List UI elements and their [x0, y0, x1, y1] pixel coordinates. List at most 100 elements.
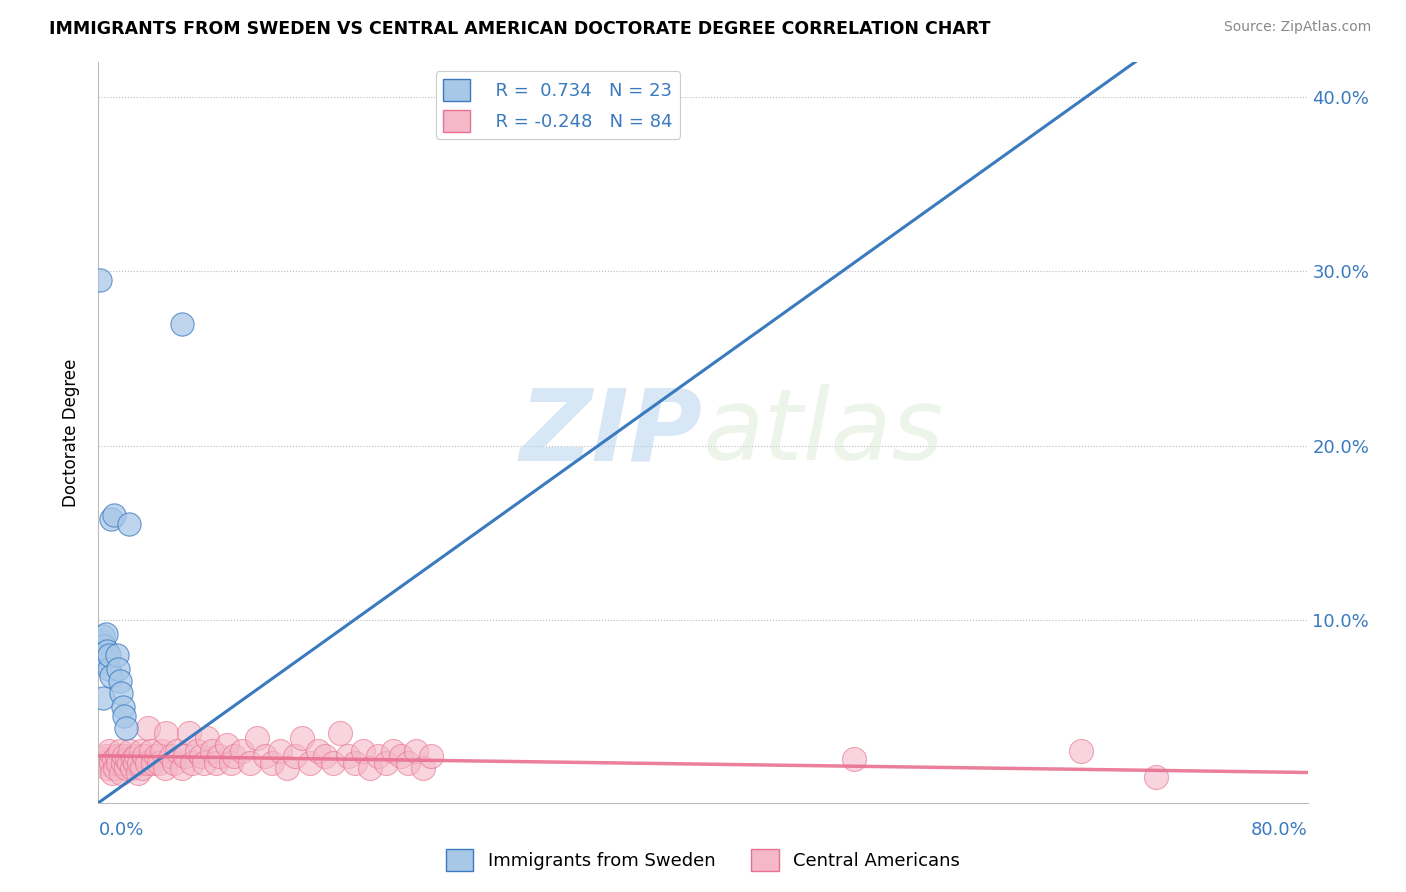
Point	[314, 748, 336, 763]
Point	[215, 739, 238, 753]
Point	[163, 756, 186, 770]
Point	[155, 726, 177, 740]
Point	[127, 766, 149, 780]
Text: IMMIGRANTS FROM SWEDEN VS CENTRAL AMERICAN DOCTORATE DEGREE CORRELATION CHART: IMMIGRANTS FROM SWEDEN VS CENTRAL AMERIC…	[49, 20, 991, 37]
Point	[246, 731, 269, 746]
Point	[190, 748, 212, 763]
Point	[166, 743, 188, 757]
Point	[94, 748, 117, 763]
Point	[141, 743, 163, 757]
Point	[253, 748, 276, 763]
Point	[291, 731, 314, 746]
Point	[131, 761, 153, 775]
Point	[231, 743, 253, 757]
Point	[96, 644, 118, 658]
Point	[367, 748, 389, 763]
Point	[115, 752, 138, 766]
Point	[91, 752, 114, 766]
Point	[112, 748, 135, 763]
Point	[129, 743, 152, 757]
Point	[94, 627, 117, 641]
Point	[103, 508, 125, 523]
Point	[221, 756, 243, 770]
Point	[145, 748, 167, 763]
Text: 0.0%: 0.0%	[98, 822, 143, 839]
Point	[122, 752, 145, 766]
Text: ZIP: ZIP	[520, 384, 703, 481]
Point	[105, 748, 128, 763]
Point	[179, 726, 201, 740]
Point	[111, 756, 134, 770]
Point	[262, 756, 284, 770]
Point	[1144, 770, 1167, 784]
Point	[170, 317, 193, 331]
Point	[108, 673, 131, 688]
Point	[114, 761, 136, 775]
Point	[108, 743, 131, 757]
Point	[110, 686, 132, 700]
Point	[118, 756, 141, 770]
Point	[239, 756, 262, 770]
Point	[170, 761, 193, 775]
Point	[100, 756, 122, 770]
Point	[844, 752, 866, 766]
Point	[208, 748, 231, 763]
Point	[135, 756, 157, 770]
Point	[101, 766, 124, 780]
Y-axis label: Doctorate Degree: Doctorate Degree	[62, 359, 80, 507]
Point	[173, 748, 195, 763]
Point	[98, 743, 121, 757]
Point	[382, 743, 405, 757]
Point	[128, 756, 150, 770]
Point	[1070, 743, 1092, 757]
Point	[307, 743, 329, 757]
Point	[98, 648, 121, 662]
Legend:   R =  0.734   N = 23,   R = -0.248   N = 84: R = 0.734 N = 23, R = -0.248 N = 84	[436, 71, 681, 139]
Point	[118, 517, 141, 532]
Point	[120, 743, 142, 757]
Point	[150, 743, 173, 757]
Point	[420, 748, 443, 763]
Point	[125, 748, 148, 763]
Point	[299, 756, 322, 770]
Point	[186, 743, 208, 757]
Point	[205, 756, 228, 770]
Point	[104, 761, 127, 775]
Legend: Immigrants from Sweden, Central Americans: Immigrants from Sweden, Central American…	[439, 842, 967, 879]
Text: atlas: atlas	[703, 384, 945, 481]
Point	[322, 756, 344, 770]
Point	[105, 648, 128, 662]
Point	[201, 743, 224, 757]
Point	[329, 726, 352, 740]
Point	[103, 752, 125, 766]
Point	[124, 756, 146, 770]
Point	[100, 512, 122, 526]
Point	[284, 748, 307, 763]
Point	[360, 761, 382, 775]
Point	[89, 273, 111, 287]
Point	[412, 761, 434, 775]
Point	[91, 629, 114, 643]
Point	[96, 761, 118, 775]
Point	[107, 756, 129, 770]
Point	[132, 748, 155, 763]
Point	[121, 761, 143, 775]
Point	[91, 691, 114, 706]
Point	[269, 743, 291, 757]
Point	[98, 662, 121, 676]
Point	[153, 761, 176, 775]
Point	[344, 756, 367, 770]
Point	[94, 651, 117, 665]
Point	[405, 743, 427, 757]
Point	[110, 766, 132, 780]
Point	[352, 743, 374, 757]
Point	[193, 756, 215, 770]
Text: 80.0%: 80.0%	[1251, 822, 1308, 839]
Point	[93, 756, 115, 770]
Point	[107, 662, 129, 676]
Point	[148, 756, 170, 770]
Point	[136, 721, 159, 735]
Point	[195, 731, 218, 746]
Point	[96, 657, 118, 671]
Point	[114, 721, 136, 735]
